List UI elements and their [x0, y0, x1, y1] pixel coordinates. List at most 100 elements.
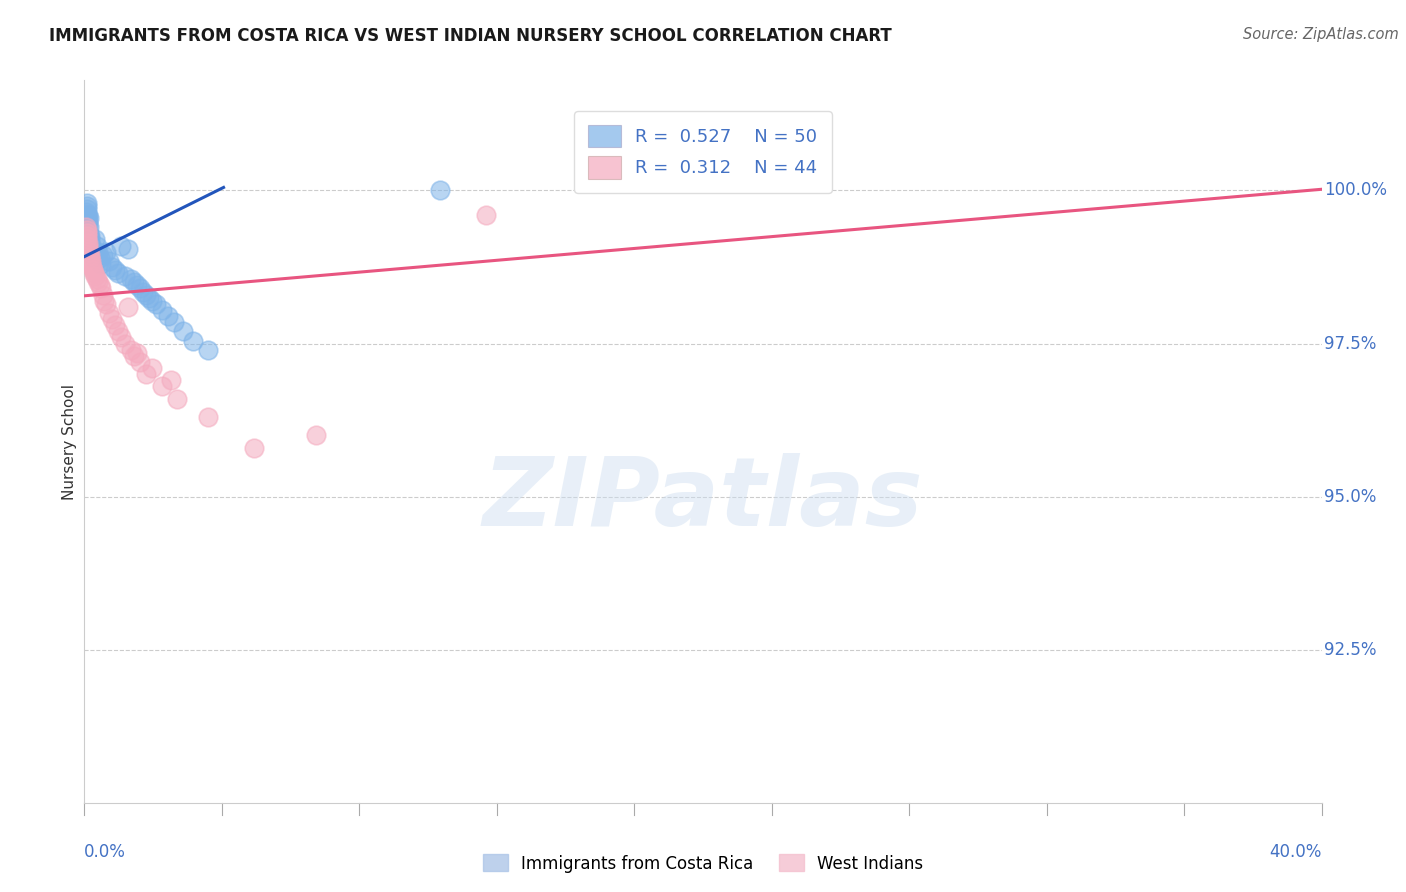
Text: 0.0%: 0.0% [84, 843, 127, 861]
Text: IMMIGRANTS FROM COSTA RICA VS WEST INDIAN NURSERY SCHOOL CORRELATION CHART: IMMIGRANTS FROM COSTA RICA VS WEST INDIA… [49, 27, 891, 45]
Point [135, 287, 157, 301]
Point [141, 293, 163, 308]
Point [83, 266, 105, 280]
Point [101, 312, 124, 326]
Point [150, 302, 173, 317]
Point [166, 392, 188, 406]
Point [79, 238, 101, 252]
Point [125, 278, 148, 293]
Point [163, 315, 186, 329]
Point [75, 205, 97, 219]
Text: 100.0%: 100.0% [1324, 181, 1388, 200]
Point [79, 227, 101, 241]
Point [82, 248, 104, 262]
Point [120, 272, 142, 286]
Legend: Immigrants from Costa Rica, West Indians: Immigrants from Costa Rica, West Indians [477, 847, 929, 880]
Point [101, 260, 124, 274]
Point [243, 441, 266, 455]
Point [80, 242, 103, 256]
Point [79, 232, 101, 246]
Point [76, 202, 98, 216]
Point [135, 367, 157, 381]
Point [145, 297, 167, 311]
Point [80, 257, 103, 271]
Point [89, 278, 111, 293]
Point [77, 244, 100, 259]
Point [138, 291, 160, 305]
Point [76, 232, 98, 246]
Text: ZIPatlas: ZIPatlas [482, 453, 924, 546]
Point [129, 355, 152, 369]
Point [77, 238, 100, 252]
Point [86, 238, 108, 252]
Point [83, 251, 105, 265]
Point [76, 229, 98, 244]
Point [104, 263, 127, 277]
Point [132, 285, 155, 299]
Point [122, 276, 145, 290]
Point [90, 281, 112, 295]
Text: 40.0%: 40.0% [1270, 843, 1322, 861]
Point [76, 235, 98, 250]
Point [160, 373, 183, 387]
Point [77, 208, 100, 222]
Text: 97.5%: 97.5% [1324, 334, 1376, 352]
Y-axis label: Nursery School: Nursery School [62, 384, 77, 500]
Point [110, 238, 132, 252]
Point [84, 232, 107, 246]
Point [82, 260, 104, 274]
Text: 95.0%: 95.0% [1324, 488, 1376, 506]
Point [172, 324, 194, 338]
Point [79, 235, 101, 250]
Point [114, 269, 136, 284]
Point [197, 343, 219, 357]
Point [82, 263, 104, 277]
Point [150, 379, 173, 393]
Point [91, 287, 114, 301]
Point [77, 242, 100, 256]
Point [104, 318, 127, 333]
Point [181, 334, 204, 348]
Point [114, 336, 136, 351]
Point [77, 211, 100, 225]
Point [86, 272, 108, 286]
Point [98, 253, 121, 268]
Point [79, 253, 101, 268]
Point [76, 199, 98, 213]
Legend: R =  0.527    N = 50, R =  0.312    N = 44: R = 0.527 N = 50, R = 0.312 N = 44 [574, 111, 832, 193]
Point [117, 242, 139, 256]
Point [76, 227, 98, 241]
Point [75, 220, 97, 235]
Point [76, 214, 98, 228]
Point [94, 297, 117, 311]
Point [89, 251, 111, 265]
Point [429, 184, 451, 198]
Point [305, 428, 328, 442]
Point [197, 410, 219, 425]
Point [76, 223, 98, 237]
Point [125, 345, 148, 359]
Point [87, 244, 110, 259]
Point [120, 343, 142, 357]
Point [122, 349, 145, 363]
Point [107, 266, 129, 280]
Point [76, 211, 98, 225]
Point [76, 195, 98, 210]
Point [82, 244, 104, 259]
Point [93, 293, 115, 308]
Point [77, 217, 100, 231]
Point [110, 330, 132, 344]
Point [141, 361, 163, 376]
Point [91, 248, 114, 262]
Point [79, 251, 101, 265]
Point [79, 248, 101, 262]
Point [79, 229, 101, 244]
Point [156, 309, 179, 323]
Point [84, 269, 107, 284]
Point [475, 208, 498, 222]
Point [76, 208, 98, 222]
Point [90, 257, 112, 271]
Text: 92.5%: 92.5% [1324, 640, 1376, 658]
Point [98, 306, 121, 320]
Text: Source: ZipAtlas.com: Source: ZipAtlas.com [1243, 27, 1399, 42]
